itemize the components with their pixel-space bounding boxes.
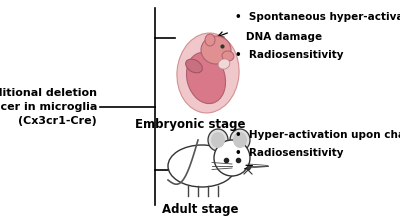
- Text: Embryonic stage: Embryonic stage: [135, 118, 245, 131]
- Ellipse shape: [205, 34, 215, 46]
- Text: •  Spontaneous hyper-activation &: • Spontaneous hyper-activation &: [235, 12, 400, 22]
- Ellipse shape: [208, 129, 228, 151]
- Text: of Dicer in microglia: of Dicer in microglia: [0, 102, 97, 111]
- Ellipse shape: [211, 132, 225, 148]
- Ellipse shape: [214, 140, 250, 176]
- Ellipse shape: [218, 59, 230, 69]
- Ellipse shape: [230, 129, 250, 151]
- Text: DNA damage: DNA damage: [235, 32, 322, 42]
- Ellipse shape: [168, 145, 236, 187]
- Text: Adult stage: Adult stage: [162, 203, 238, 216]
- Ellipse shape: [186, 59, 202, 73]
- Text: (Cx3cr1-Cre): (Cx3cr1-Cre): [18, 116, 97, 126]
- Text: Conditional deletion: Conditional deletion: [0, 87, 97, 97]
- Ellipse shape: [233, 132, 247, 148]
- Ellipse shape: [222, 51, 234, 61]
- Ellipse shape: [201, 36, 231, 64]
- Text: •  Radiosensitivity: • Radiosensitivity: [235, 50, 344, 60]
- Ellipse shape: [177, 33, 239, 113]
- Text: •  Hyper-activation upon challenge: • Hyper-activation upon challenge: [235, 130, 400, 140]
- Text: •  Radiosensitivity: • Radiosensitivity: [235, 148, 344, 158]
- Ellipse shape: [186, 52, 226, 104]
